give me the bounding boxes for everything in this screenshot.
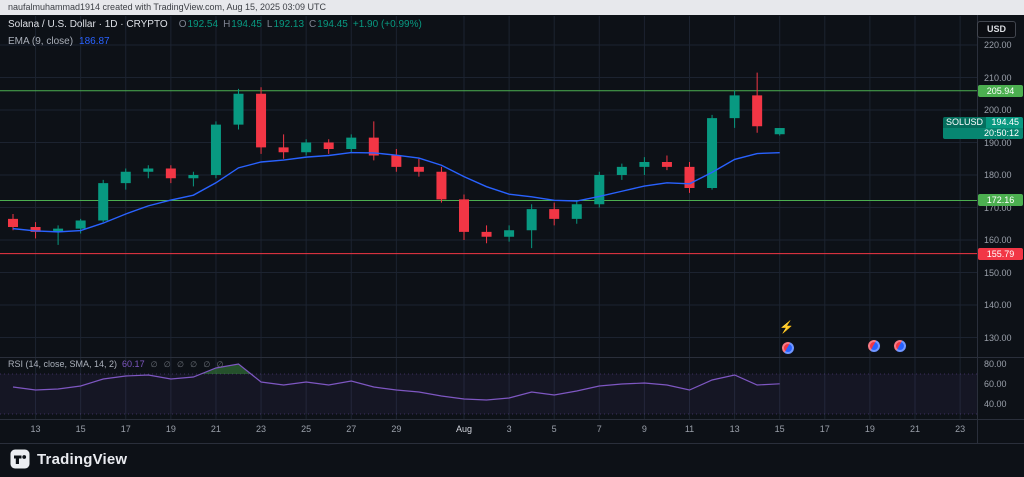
tradingview-logo[interactable]: TradingView <box>10 449 127 469</box>
ohlc-close-value: 194.45 <box>317 19 348 30</box>
rsi-legend: RSI (14, close, SMA, 14, 2) 60.17 ∅ ∅ ∅ ∅ … <box>8 359 226 369</box>
ohlc-low-label: L <box>266 19 273 30</box>
price-axis[interactable] <box>978 15 1024 443</box>
tradingview-logo-text: TradingView <box>37 450 128 468</box>
rsi-overbought-fill <box>200 364 252 374</box>
last-price-value: 194.45 <box>991 117 1019 128</box>
attribution-text: naufalmuhammad1914 created with TradingV… <box>8 2 327 12</box>
ema-indicator-label[interactable]: EMA (9, close) <box>8 36 74 47</box>
rsi-line[interactable] <box>12 363 780 401</box>
rsi-band <box>0 374 977 414</box>
last-price-row: SOLUSD 194.45 <box>943 117 1023 129</box>
ema-line[interactable] <box>12 151 780 233</box>
last-price-countdown: 20:50:12 <box>943 128 1023 140</box>
symbol-legend: Solana / U.S. Dollar · 1D · CRYPTO O192.5… <box>8 19 422 47</box>
tradingview-logo-icon <box>10 449 30 469</box>
emoji-marker-icon[interactable] <box>781 341 795 355</box>
rsi-indicator-label[interactable]: RSI (14, close, SMA, 14, 2) <box>8 359 118 369</box>
ohlc-close-label: C <box>309 19 317 30</box>
emoji-marker-icon[interactable] <box>893 339 907 353</box>
ohlc-high-value: 194.45 <box>231 19 262 30</box>
ema-indicator-row: EMA (9, close) 186.87 <box>8 36 422 47</box>
lightning-icon[interactable]: ⚡ <box>779 320 794 334</box>
attribution-bar: naufalmuhammad1914 created with TradingV… <box>0 0 1024 15</box>
time-axis[interactable] <box>0 419 977 443</box>
symbol-title[interactable]: Solana / U.S. Dollar · 1D · CRYPTO <box>8 19 168 30</box>
grid-lines <box>0 16 977 419</box>
ema-indicator-value: 186.87 <box>79 36 110 47</box>
rsi-indicator-value: 60.17 <box>122 359 145 369</box>
candlestick-series[interactable] <box>8 72 785 249</box>
ohlc-open-value: 192.54 <box>187 19 219 30</box>
rsi-empty-values: ∅ ∅ ∅ ∅ ∅ ∅ <box>150 360 226 369</box>
emoji-marker-icon[interactable] <box>867 339 881 353</box>
last-price-symbol: SOLUSD <box>943 117 987 129</box>
ohlc-change: +1.90 (+0.99%) <box>352 19 422 30</box>
ohlc-high-label: H <box>223 19 231 30</box>
currency-toggle-button[interactable]: USD <box>976 21 1016 38</box>
symbol-row: Solana / U.S. Dollar · 1D · CRYPTO O192.5… <box>8 19 422 30</box>
last-price-badge: SOLUSD 194.45 20:50:12 <box>943 117 1023 140</box>
ohlc-open-label: O <box>178 19 187 30</box>
ohlc-low-value: 192.13 <box>273 19 305 30</box>
